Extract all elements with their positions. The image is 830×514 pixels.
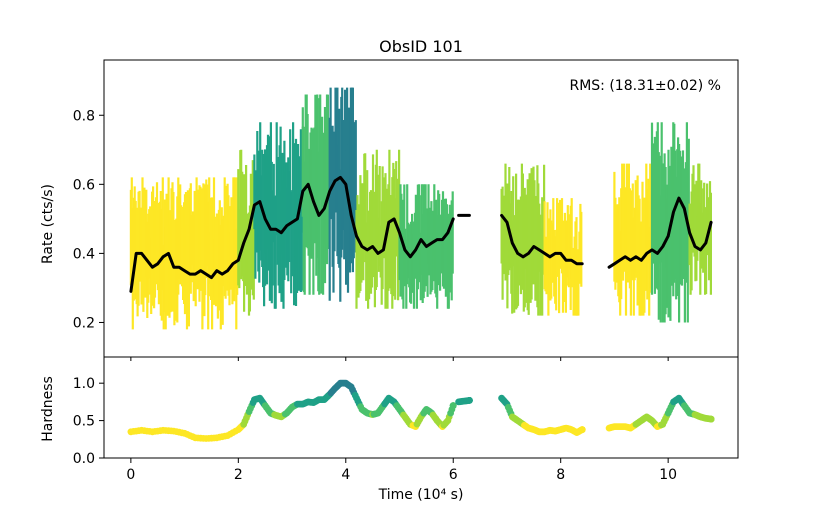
x-axis-label: Time (10⁴ s) xyxy=(378,487,464,503)
hardness-point xyxy=(449,402,457,409)
hardness-point xyxy=(707,415,715,423)
x-tick-label: 6 xyxy=(449,467,458,483)
hardness-point xyxy=(578,426,586,433)
chart-title: ObsID 101 xyxy=(379,37,463,56)
x-tick-label: 8 xyxy=(556,467,565,483)
y-tick-label: 0.2 xyxy=(73,315,95,331)
rate-noise-layer xyxy=(129,87,713,330)
rate-axes: 0.2 0.4 0.6 0.8 xyxy=(73,59,739,361)
y-tick-label: 0.4 xyxy=(73,246,95,262)
hardness-axes: 0.0 0.5 1.0 0 2 4 6 8 10 xyxy=(73,356,739,483)
x-tick-label: 4 xyxy=(341,467,350,483)
rate-smoothed-line-3 xyxy=(607,196,713,269)
top-y-axis-label: Rate (cts/s) xyxy=(40,184,56,264)
hardness-points-layer xyxy=(127,379,715,442)
y-tick-label: 0.8 xyxy=(73,108,95,124)
axes-frame xyxy=(103,356,739,459)
x-tick-label: 2 xyxy=(234,467,243,483)
hardness-point xyxy=(466,397,473,404)
y-tick-label: 0.6 xyxy=(73,177,95,193)
rate-smoothed-layer xyxy=(129,175,713,293)
y-tick-label: 1.0 xyxy=(73,376,95,392)
rate-smoothed-line-2 xyxy=(500,213,584,266)
rms-annotation: RMS: (18.31±0.02) % xyxy=(569,78,721,94)
bottom-y-axis-label: Hardness xyxy=(40,376,56,442)
x-tick-label: 10 xyxy=(659,467,677,483)
y-tick-label: 0.0 xyxy=(73,451,95,467)
y-tick-label: 0.5 xyxy=(73,414,95,430)
x-tick-label: 0 xyxy=(126,467,135,483)
rate-smoothed-line-0 xyxy=(129,175,455,293)
